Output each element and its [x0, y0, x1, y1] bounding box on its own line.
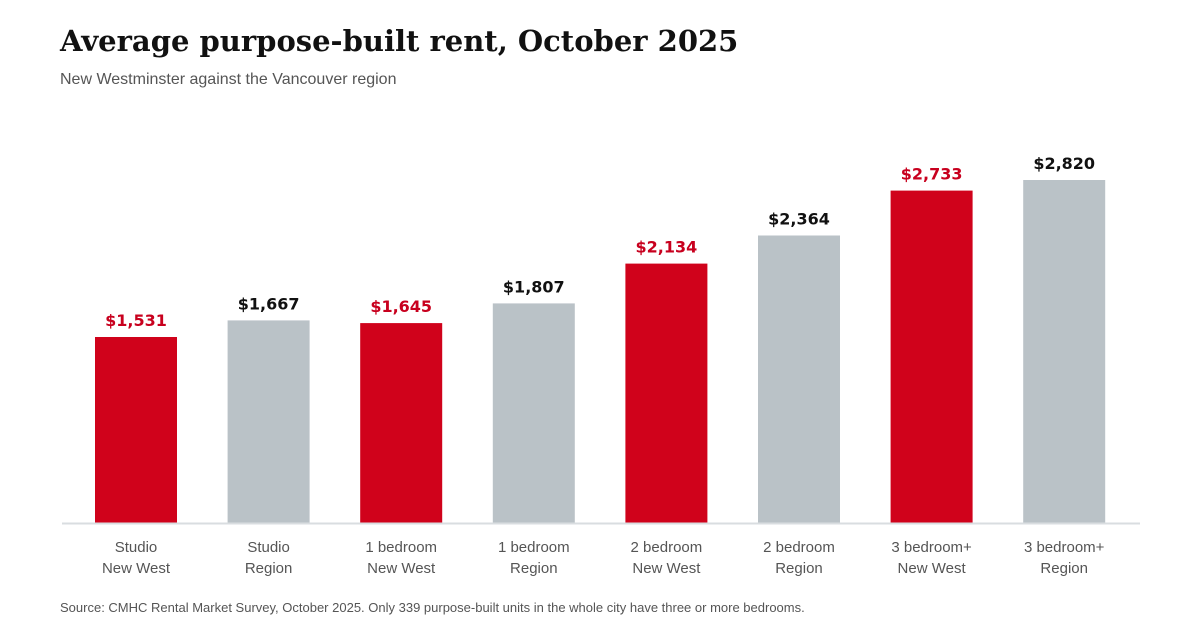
bar-8 [1023, 180, 1106, 524]
tick-label-6-line-2: Region [775, 560, 823, 577]
source-note: Source: CMHC Rental Market Survey, Octob… [60, 600, 805, 615]
tick-label-7-line-1: 3 bedroom+ [891, 539, 972, 556]
tick-label-4-line-1: 1 bedroom [498, 539, 570, 556]
bar-7 [890, 190, 973, 524]
tick-label-2-line-1: Studio [247, 539, 290, 556]
bar-6 [758, 235, 840, 524]
chart-title: Average purpose-built rent, October 2025 [60, 24, 739, 58]
tick-labels-layer: Studio New West Studio Region 1 bedroom New W… [102, 539, 1105, 577]
tick-label-6-line-1: 2 bedroom [763, 539, 835, 556]
value-label-7: $2,733 [901, 165, 963, 184]
value-label-6: $2,364 [768, 210, 830, 229]
bar-4 [492, 303, 575, 524]
tick-label-5-line-1: 2 bedroom [631, 539, 703, 556]
value-label-4: $1,807 [503, 277, 565, 296]
bars-layer [95, 180, 1106, 524]
value-label-1: $1,531 [105, 311, 167, 330]
value-label-3: $1,645 [370, 297, 432, 316]
chart-subtitle: New Westminster against the Vancouver re… [60, 71, 397, 88]
value-label-5: $2,134 [636, 238, 698, 257]
value-labels-layer: $1,531 $1,667 $1,645 $1,807 $2,134 $2,364 $2,7… [105, 154, 1095, 330]
value-label-2: $1,667 [238, 294, 300, 313]
tick-label-8-line-2: Region [1040, 560, 1088, 577]
bar-chart: $1,531 $1,667 $1,645 $1,807 $2,134 $2,364 $2,7… [62, 154, 1140, 577]
tick-label-3-line-1: 1 bedroom [365, 539, 437, 556]
tick-label-7-line-2: New West [898, 560, 967, 577]
tick-label-2-line-2: Region [245, 560, 293, 577]
tick-label-1-line-2: New West [102, 560, 171, 577]
bar-5 [625, 263, 708, 524]
tick-label-8-line-1: 3 bedroom+ [1024, 539, 1105, 556]
bar-2 [227, 320, 310, 524]
tick-label-5-line-2: New West [632, 560, 701, 577]
bar-3 [360, 323, 443, 524]
tick-label-1-line-1: Studio [115, 539, 158, 556]
value-label-8: $2,820 [1033, 154, 1095, 173]
tick-label-3-line-2: New West [367, 560, 436, 577]
tick-label-4-line-2: Region [510, 560, 558, 577]
bar-1 [95, 337, 177, 524]
